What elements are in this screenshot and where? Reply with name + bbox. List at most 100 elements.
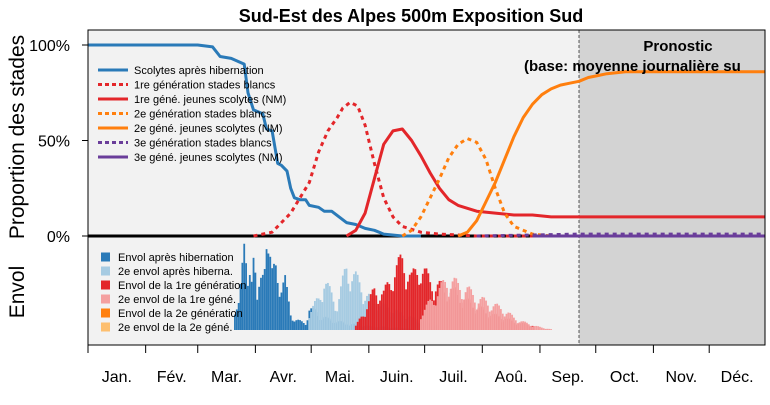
flight-bar [358, 282, 361, 330]
flight-bar [239, 283, 242, 330]
flight-bar [367, 301, 370, 330]
flight-bar [271, 268, 274, 330]
flight-bar [235, 309, 238, 330]
flight-bar [535, 325, 538, 330]
flight-bar [323, 288, 326, 330]
flight-bar [511, 314, 513, 330]
flight-bar [503, 316, 506, 330]
x-tick-label: Fév. [157, 369, 187, 386]
flight-bar [371, 289, 374, 330]
flight-bar [319, 299, 322, 330]
flight-bar [250, 281, 253, 330]
x-tick-label: Déc. [721, 369, 754, 386]
flight-bar [234, 314, 236, 330]
flight-bar [459, 289, 461, 330]
flight-bar [490, 310, 493, 330]
legend-bar-label: 2e envol après hiberna. [118, 266, 233, 278]
flight-bar [252, 257, 255, 330]
flight-bar [401, 258, 404, 330]
flight-bar [483, 297, 486, 330]
flight-bar [431, 301, 433, 330]
flight-bar [393, 277, 396, 330]
flight-bar [527, 324, 530, 330]
flight-bar [364, 300, 367, 330]
flight-bar [537, 326, 539, 330]
flight-bar [312, 305, 314, 330]
flight-bar [403, 273, 406, 330]
flight-bar [356, 274, 359, 330]
plot-frame [87, 29, 766, 346]
flight-bar [498, 305, 500, 330]
flight-bar [362, 316, 365, 330]
flight-bar [516, 323, 519, 330]
flight-bar [358, 318, 361, 330]
flight-bar [414, 269, 417, 330]
flight-bar [423, 268, 426, 330]
y-axis-label-top: Proportion des stades [6, 35, 29, 239]
plot-area: 100% 50% 0% Jan. Fév. Mar. Avr. Mai. Juin. Juil. A… [29, 29, 766, 386]
flight-bar [354, 325, 357, 330]
x-tick-label: Juil. [439, 369, 467, 386]
flight-bar [382, 290, 385, 330]
legend-bar-label: 2e envol de la 1re géné. [118, 294, 236, 306]
flight-bar [444, 281, 446, 330]
flight-bar [293, 321, 296, 330]
flight-bar [338, 299, 340, 330]
flight-bar [548, 328, 551, 330]
flight-bar [473, 302, 476, 330]
flight-bar [327, 282, 329, 330]
flight-bar [481, 296, 484, 330]
flight-bar [442, 279, 445, 330]
flight-bar [464, 292, 467, 330]
flight-bar [373, 288, 376, 330]
flight-bar [297, 319, 300, 330]
flight-bar [479, 299, 482, 330]
flight-bar [334, 310, 337, 330]
flight-bar [380, 294, 383, 330]
flight-bar [289, 315, 292, 330]
flight-bar [345, 268, 348, 330]
flight-bar [531, 326, 534, 330]
flight-bar [451, 281, 454, 330]
flight-bar [418, 284, 420, 330]
flight-bar [477, 303, 480, 330]
flight-bar [356, 321, 359, 330]
flight-bar [314, 300, 316, 330]
flight-bar [496, 303, 499, 330]
flight-bar [542, 328, 545, 330]
flight-bar [416, 274, 419, 330]
legend-bar-label: 2e envol de la 2e géné. [118, 322, 232, 334]
flight-bar [364, 316, 367, 330]
flight-bar [282, 282, 285, 330]
flight-bar [447, 296, 450, 330]
x-tick-label: Mar. [211, 369, 242, 386]
flight-bar [245, 263, 247, 330]
flight-bar [405, 289, 407, 330]
flight-bar [248, 275, 251, 330]
flight-bar [354, 271, 357, 330]
flight-bar [420, 319, 422, 330]
flight-bar [524, 321, 526, 330]
flight-bar [466, 287, 469, 330]
flight-bar [349, 291, 352, 330]
x-tick-label: Mai. [325, 369, 355, 386]
flight-bar [425, 304, 428, 330]
flight-bar [455, 278, 458, 330]
flight-bar [421, 315, 424, 330]
flight-bar [494, 303, 497, 330]
flight-bar [274, 265, 277, 330]
y-tick-label: 0% [47, 229, 70, 246]
flight-bar [392, 291, 394, 330]
flight-bar [317, 298, 320, 330]
flight-bar [486, 305, 489, 330]
flight-bar [449, 288, 452, 330]
flight-bar [263, 269, 266, 330]
flight-bar [546, 328, 549, 330]
flight-bar [237, 303, 240, 330]
flight-bar [315, 298, 318, 330]
flight-bar [332, 301, 335, 330]
legend-line-label: 2e géné. jeunes scolytes (NM) [134, 123, 283, 135]
flight-bar [384, 284, 387, 330]
flight-bar [325, 283, 327, 330]
